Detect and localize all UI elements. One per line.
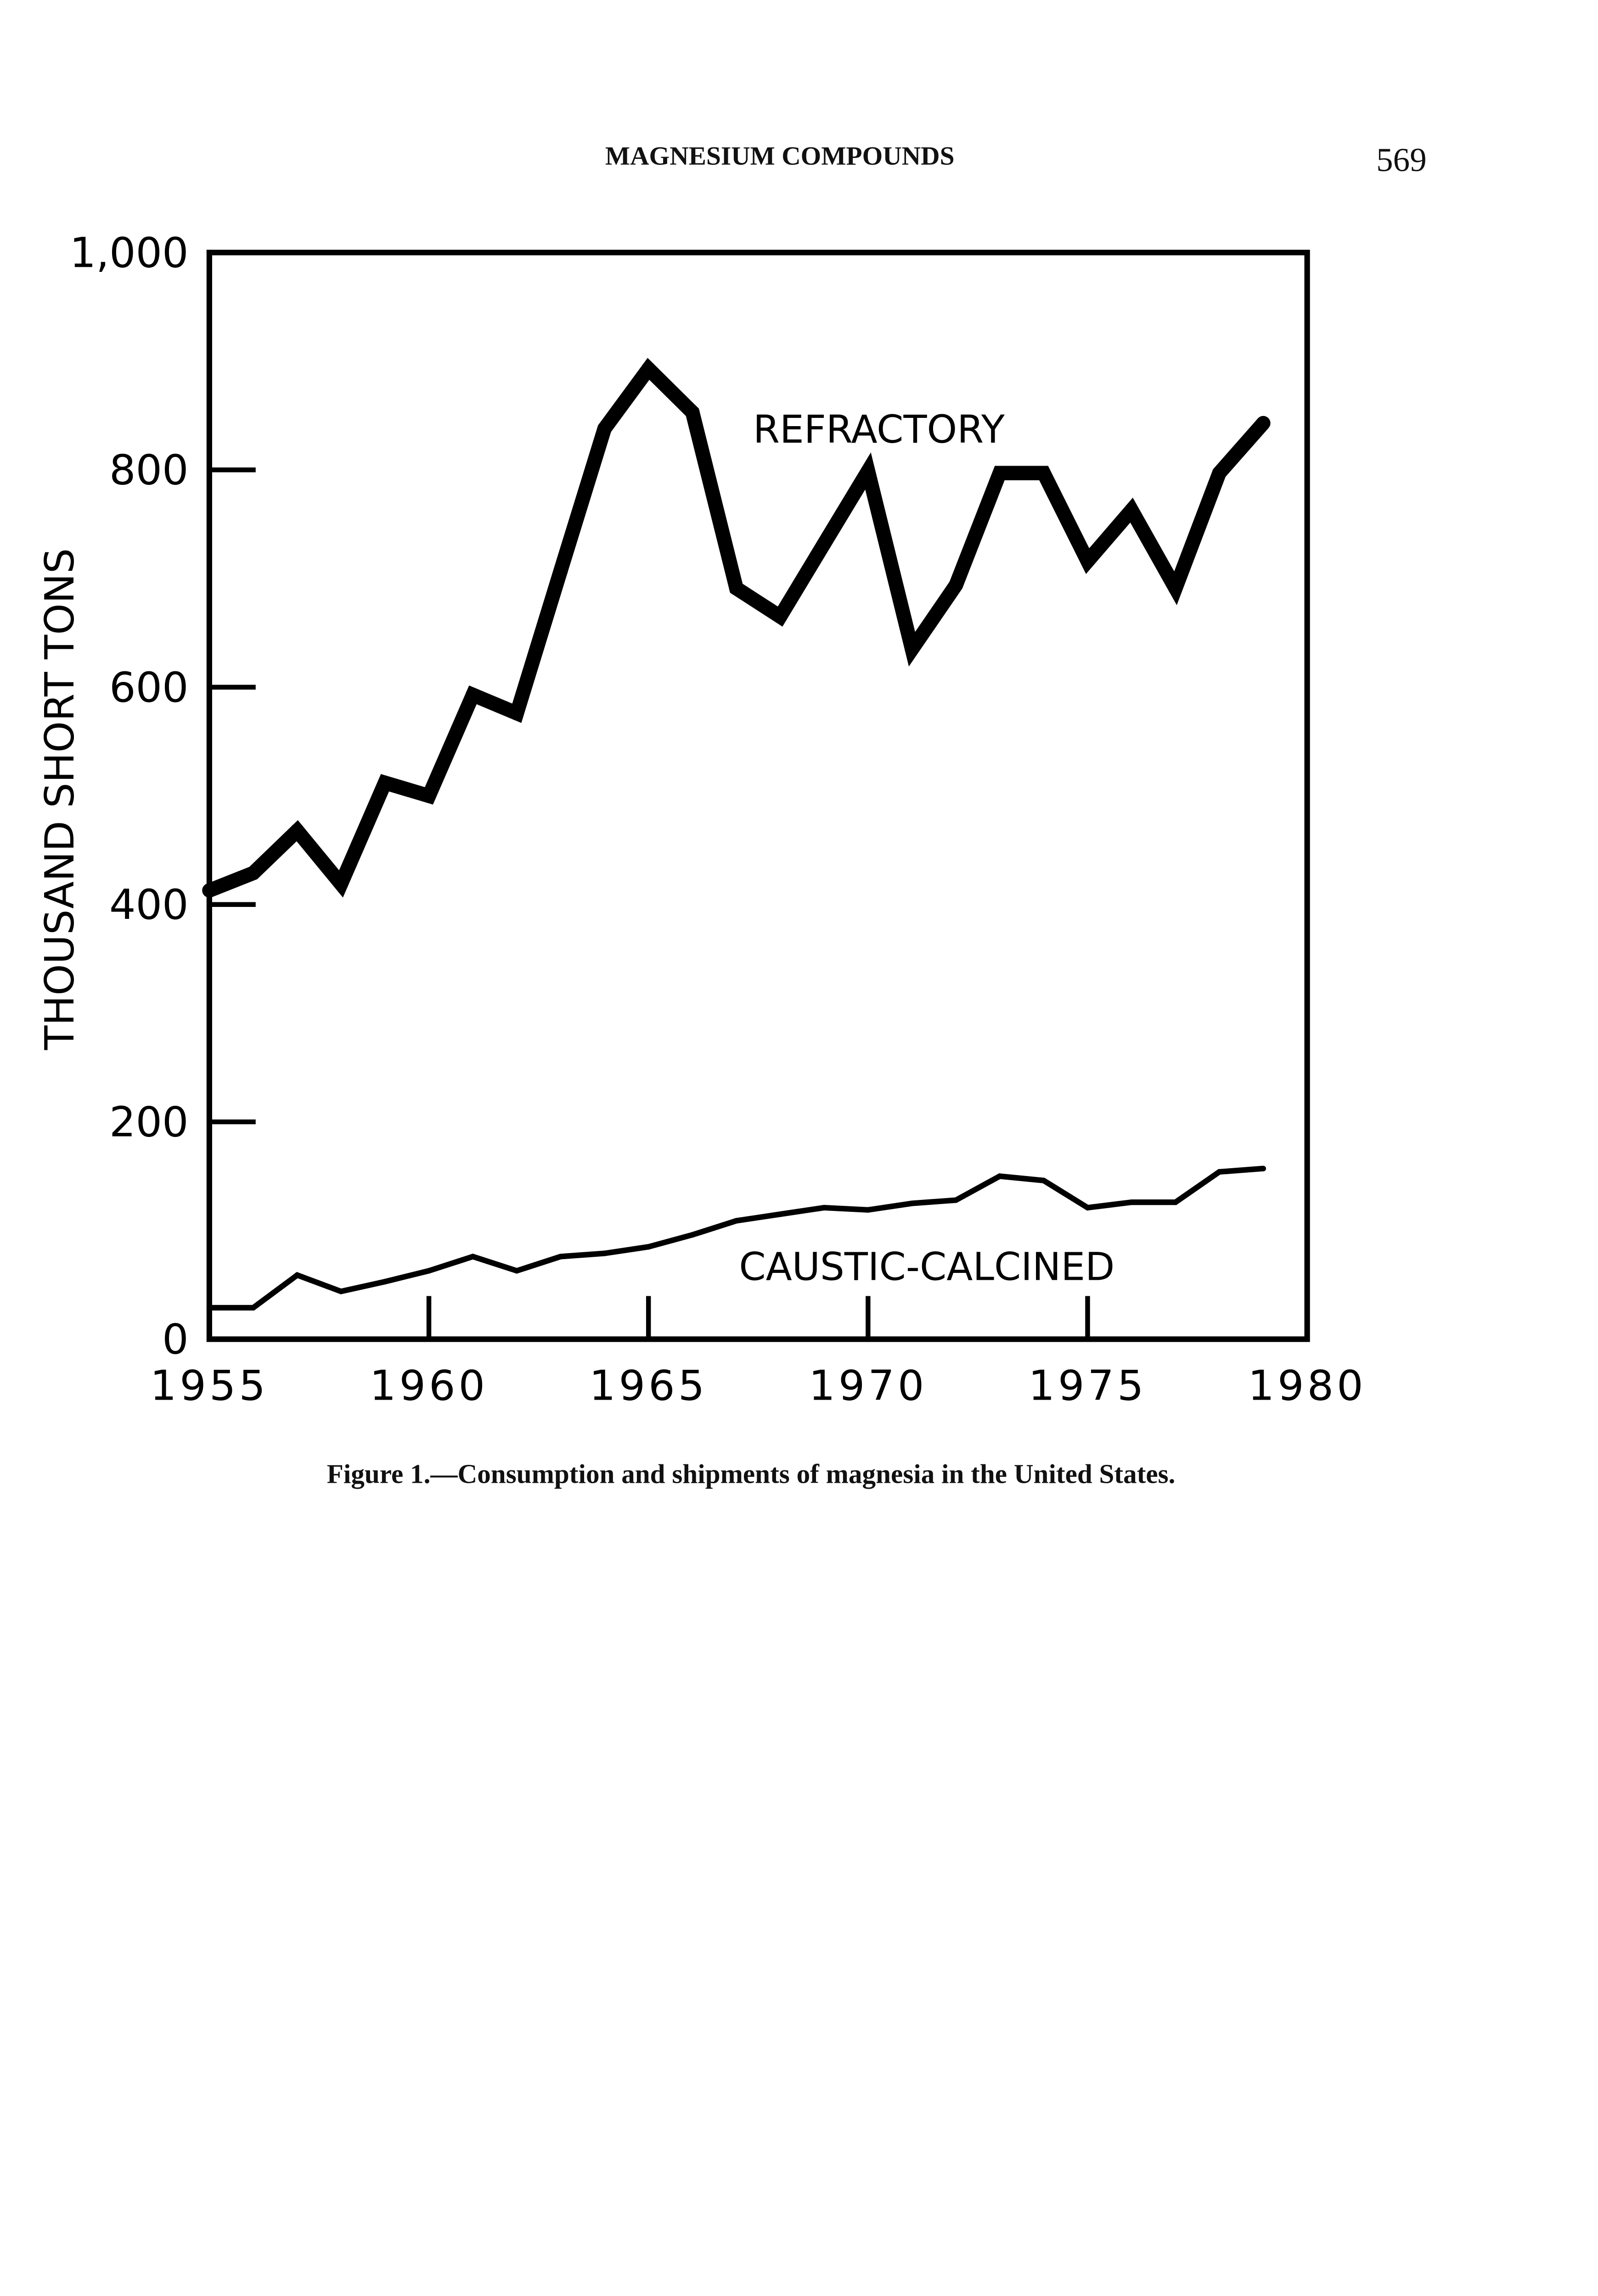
data-point-refractory	[466, 687, 480, 702]
data-point-refractory	[334, 877, 349, 891]
data-point-caustic-calcined	[865, 1207, 871, 1213]
data-point-caustic-calcined	[470, 1254, 476, 1260]
data-point-refractory	[729, 581, 744, 596]
figure-caption: Figure 1.—Consumption and shipments of m…	[327, 1459, 1176, 1489]
data-point-caustic-calcined	[602, 1250, 608, 1256]
data-point-refractory	[422, 788, 436, 803]
data-point-refractory	[290, 823, 304, 838]
y-axis-label: THOUSAND SHORT TONS	[36, 548, 83, 1051]
data-point-refractory	[1036, 466, 1051, 480]
data-point-refractory	[861, 463, 875, 478]
data-point-caustic-calcined	[1260, 1165, 1266, 1171]
running-head: MAGNESIUM COMPOUNDS	[605, 142, 955, 171]
data-point-caustic-calcined	[953, 1197, 959, 1203]
data-point-refractory	[817, 536, 832, 551]
page-number: 569	[1376, 141, 1427, 178]
series-line-refractory	[207, 358, 1269, 898]
data-point-caustic-calcined	[646, 1244, 652, 1250]
x-tick-label: 1955	[150, 1362, 269, 1410]
data-point-refractory	[641, 361, 656, 376]
data-point-caustic-calcined	[1041, 1177, 1047, 1183]
data-point-refractory	[1168, 581, 1183, 596]
data-point-refractory	[905, 642, 919, 657]
y-tick-label: 600	[109, 664, 189, 712]
data-point-refractory	[597, 421, 612, 436]
page: MAGNESIUM COMPOUNDS 569 0 200 400 600 800 1,0…	[36, 141, 1427, 1489]
data-point-refractory	[509, 706, 524, 720]
data-point-refractory	[1256, 416, 1271, 431]
data-point-caustic-calcined	[426, 1268, 432, 1274]
data-point-caustic-calcined	[382, 1278, 388, 1285]
data-point-refractory	[992, 466, 1007, 480]
data-point-refractory	[553, 563, 568, 578]
series-label-caustic-calcined: CAUSTIC-CALCINED	[739, 1244, 1114, 1289]
data-point-caustic-calcined	[997, 1173, 1003, 1179]
series-label-refractory: REFRACTORY	[753, 407, 1005, 452]
data-point-caustic-calcined	[338, 1289, 344, 1294]
x-tick-label: 1975	[1028, 1362, 1147, 1410]
data-point-refractory	[1212, 466, 1227, 480]
data-point-refractory	[377, 776, 393, 790]
data-point-caustic-calcined	[777, 1211, 783, 1217]
chart: 0 200 400 600 800 1,000 1955 1960 1965 1970 1975 1…	[36, 229, 1367, 1410]
data-point-caustic-calcined	[1172, 1199, 1178, 1205]
data-point-caustic-calcined	[821, 1204, 827, 1211]
data-point-refractory	[1124, 503, 1139, 518]
data-point-refractory	[246, 866, 261, 880]
y-tick-label: 800	[109, 446, 189, 495]
data-point-caustic-calcined	[250, 1305, 256, 1311]
x-tick-label: 1980	[1248, 1362, 1367, 1410]
data-point-caustic-calcined	[294, 1272, 300, 1278]
data-point-caustic-calcined	[733, 1218, 739, 1224]
data-point-refractory	[202, 883, 217, 898]
data-point-refractory	[685, 405, 700, 420]
data-point-refractory	[1080, 554, 1095, 568]
data-point-caustic-calcined	[206, 1305, 212, 1311]
plot-frame	[206, 249, 1310, 1342]
data-point-caustic-calcined	[514, 1268, 520, 1274]
x-tick-label: 1960	[370, 1362, 488, 1410]
y-tick-label: 1,000	[70, 229, 189, 277]
data-point-caustic-calcined	[557, 1254, 564, 1260]
y-tick-label: 0	[162, 1316, 189, 1364]
data-point-caustic-calcined	[1216, 1169, 1222, 1175]
data-point-caustic-calcined	[1129, 1199, 1135, 1205]
y-tick-label: 200	[109, 1098, 189, 1146]
y-tick-label: 400	[109, 881, 189, 929]
data-point-caustic-calcined	[689, 1232, 695, 1238]
x-tick-label: 1970	[809, 1362, 927, 1410]
data-point-caustic-calcined	[1085, 1204, 1091, 1211]
data-point-caustic-calcined	[909, 1200, 915, 1206]
data-point-refractory	[948, 578, 963, 592]
data-point-refractory	[773, 609, 788, 624]
x-tick-label: 1965	[589, 1362, 708, 1410]
